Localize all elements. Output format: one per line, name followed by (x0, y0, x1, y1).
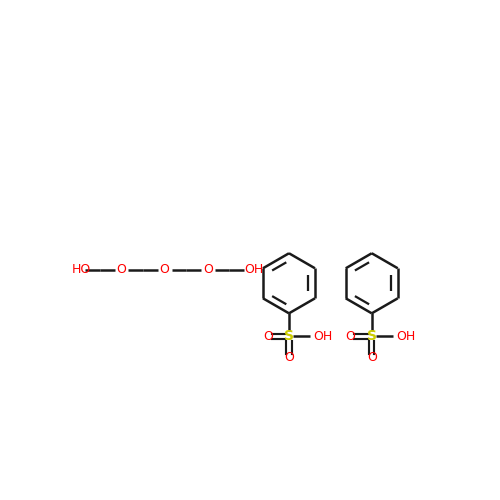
Text: O: O (346, 330, 356, 343)
Text: O: O (160, 264, 170, 276)
Text: S: S (284, 330, 294, 344)
Text: OH: OH (396, 330, 415, 343)
Text: HO: HO (72, 264, 92, 276)
Text: O: O (367, 351, 376, 364)
Text: O: O (263, 330, 272, 343)
Text: S: S (367, 330, 377, 344)
Text: OH: OH (313, 330, 332, 343)
Text: O: O (203, 264, 212, 276)
Text: O: O (116, 264, 126, 276)
Text: O: O (284, 351, 294, 364)
Text: OH: OH (244, 264, 263, 276)
